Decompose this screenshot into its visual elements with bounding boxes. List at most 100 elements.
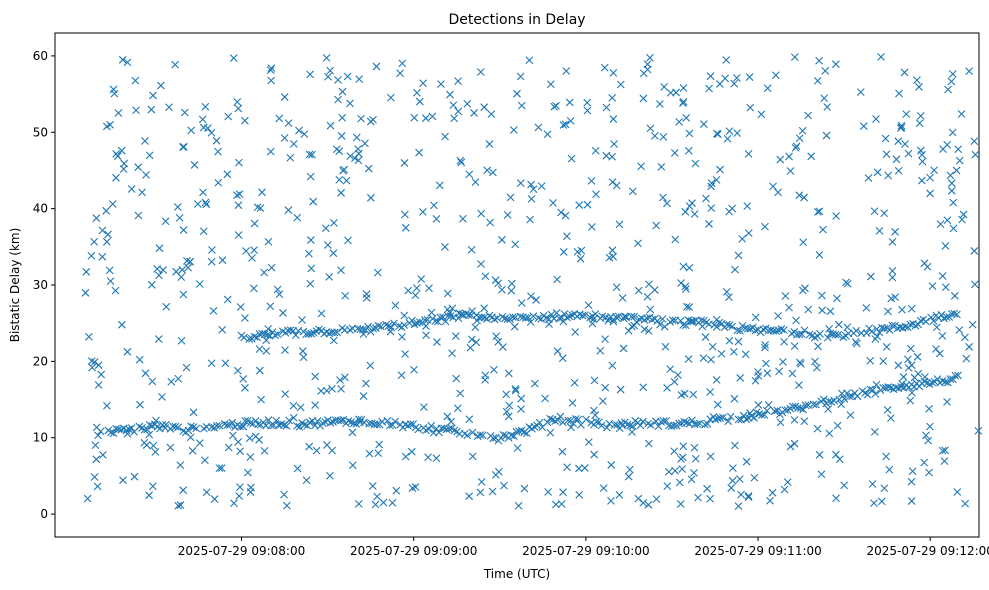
track-mid-point [751,326,760,335]
scatter-detection [811,357,819,366]
track-mid-point [581,311,589,319]
scatter-detection [587,223,596,231]
track-low-point [246,419,255,427]
track-mid-point [529,312,538,321]
scatter-detection [652,221,661,230]
scatter-detection [725,336,734,345]
scatter-detection [457,158,466,167]
track-low-point [174,423,182,432]
scatter-detection [612,283,621,292]
scatter-detection [868,480,877,488]
scatter-detection [567,423,575,432]
scatter-detection [918,150,926,159]
y-axis-label: Bistatic Delay (km) [8,228,22,343]
scatter-detection [179,290,188,299]
scatter-detection [615,220,624,229]
scatter-detection [725,207,734,216]
scatter-detection [639,94,648,103]
scatter-detection [98,226,107,235]
scatter-detection [391,301,400,310]
scatter-detection [744,493,753,502]
track-low-point [680,417,689,426]
track-low-point [171,422,180,431]
track-mid-point [369,324,378,333]
scatter-detection [526,215,534,224]
x-tick-label: 2025-07-29 09:10:00 [522,544,649,558]
scatter-detection [366,193,375,202]
scatter-detection [281,390,290,398]
scatter-detection [948,128,957,137]
scatter-detection [93,482,102,491]
scatter-detection [833,421,842,430]
track-mid-point [927,313,935,322]
track-mid-point [568,311,576,319]
track-mid-point [240,333,248,342]
scatter-detection [492,332,501,341]
track-mid-point [736,326,744,335]
scatter-detection [634,239,642,248]
scatter-detection [258,188,266,197]
scatter-detection [486,218,495,227]
track-mid-point [950,309,959,318]
track-low-point [189,423,198,432]
track-mid-point [929,317,938,325]
scatter-detection [804,111,813,120]
scatter-detection [948,70,957,78]
scatter-detection [210,495,219,503]
scatter-detection [476,68,485,76]
track-low-point [424,425,433,434]
track-mid-point [315,325,323,334]
x-tick-label: 2025-07-29 09:11:00 [694,544,821,558]
scatter-detection [968,320,977,329]
scatter-detection [397,371,406,380]
scatter-detection [751,376,760,385]
scatter-detection [81,288,90,297]
scatter-detection [447,417,455,426]
scatter-detection [914,369,923,378]
scatter-detection [188,446,197,455]
scatter-detection [707,179,716,188]
scatter-detection [224,112,233,121]
track-low-point [435,428,443,437]
scatter-detection [949,224,958,233]
scatter-detection [918,176,926,185]
scatter-detection [955,156,964,165]
scatter-detection [451,332,460,340]
track-low-point [801,401,810,410]
scatter-detection [870,499,878,507]
scatter-detection [167,377,176,386]
track-low-point [946,375,955,383]
scatter-detection [119,165,128,173]
scatter-detection [571,328,580,336]
scatter-detection [241,383,249,392]
track-mid-point [503,315,512,324]
track-mid-point [273,330,282,339]
scatter-detection [699,354,708,363]
scatter-detection [694,493,702,502]
scatter-detection [162,302,171,311]
scatter-detection [214,178,223,187]
scatter-detection [481,272,490,281]
scatter-detection [306,279,315,288]
scatter-detection [728,476,737,485]
scatter-detection [553,347,562,356]
scatter-detection [280,134,289,142]
scatter-detection [454,77,462,85]
x-tick-label: 2025-07-29 09:08:00 [178,544,305,558]
scatter-detection [682,114,691,122]
scatter-detection [334,95,342,104]
scatter-detection [511,384,520,393]
scatter-detection [598,397,607,406]
scatter-detection [763,369,772,378]
scatter-detection [591,146,600,155]
scatter-detection [505,401,514,410]
scatter-detection [575,490,584,499]
track-low-point [819,395,828,404]
scatter-detection [373,492,382,501]
scatter-detection [346,152,355,161]
scatter-detection [155,244,164,253]
scatter-detection [884,307,892,316]
scatter-detection [732,73,741,82]
scatter-detection [679,84,688,92]
track-mid-point [524,313,533,322]
